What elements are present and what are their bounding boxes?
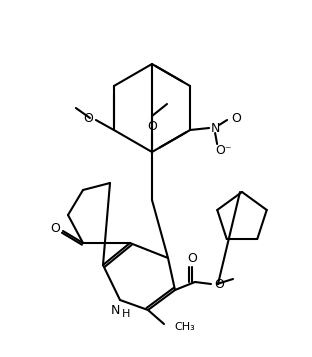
Text: O⁻: O⁻: [215, 144, 232, 156]
Text: O: O: [187, 251, 197, 265]
Text: O: O: [147, 120, 157, 132]
Text: H: H: [122, 309, 130, 319]
Text: N: N: [110, 303, 120, 317]
Text: CH₃: CH₃: [174, 322, 195, 332]
Text: N: N: [210, 121, 220, 135]
Text: O: O: [231, 111, 241, 125]
Text: O: O: [214, 277, 224, 291]
Text: O: O: [83, 111, 93, 125]
Text: O: O: [50, 222, 60, 236]
